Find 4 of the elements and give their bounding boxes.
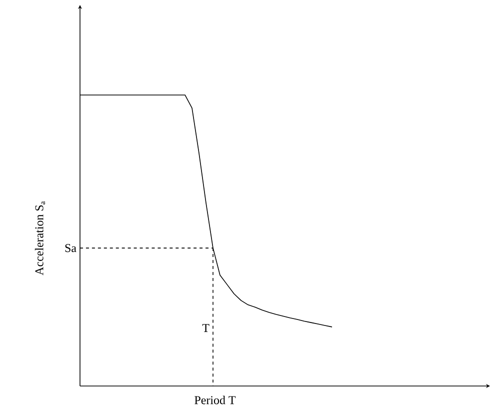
ref-line-label: Sa	[65, 244, 76, 252]
x-axis-title: Period T	[194, 396, 236, 404]
annotation: T	[202, 324, 210, 332]
y-axis-title: Acceleration S$_{a}$	[34, 201, 46, 276]
